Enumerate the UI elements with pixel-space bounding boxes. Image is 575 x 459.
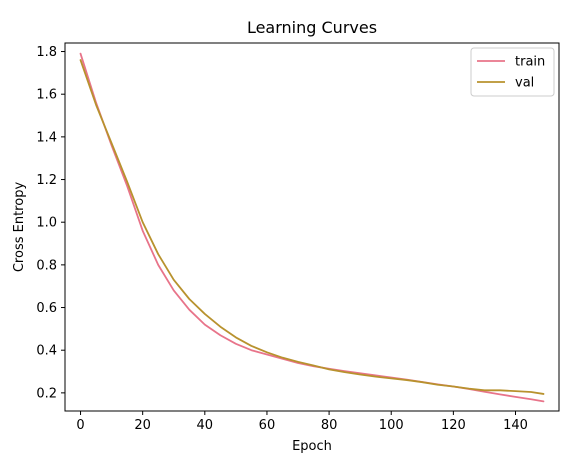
chart-title: Learning Curves [247,18,377,37]
x-axis: 0 20 40 60 80 100 120 140 [76,411,528,433]
plot-area [64,42,560,412]
y-tick-label: 0.4 [36,344,57,359]
y-tick-label: 0.2 [36,386,57,401]
series-lines [79,52,545,403]
x-tick-label: 0 [76,418,84,433]
y-tick-label: 1.2 [36,173,57,188]
series-line-val [79,59,545,395]
x-tick-label: 140 [503,418,528,433]
x-tick-label: 20 [134,418,151,433]
y-tick-label: 1.4 [36,130,57,145]
legend-frame [470,47,555,97]
x-tick-label: 120 [441,418,466,433]
y-tick-label: 1.6 [36,88,57,103]
x-tick-label: 40 [197,418,214,433]
y-axis-label: Cross Entropy [12,182,27,273]
legend-label-train: train [515,55,545,70]
x-tick-label: 60 [259,418,276,433]
x-tick-label: 100 [379,418,404,433]
y-tick-label: 1.8 [36,45,57,60]
y-tick-label: 0.6 [36,301,57,316]
y-axis: 0.2 0.4 0.6 0.8 1.0 1.2 1.4 1.6 1.8 [36,45,65,401]
y-tick-label: 1.0 [36,216,57,231]
x-axis-label: Epoch [292,439,332,454]
y-tick-label: 0.8 [36,258,57,273]
legend: train val [470,47,555,97]
x-tick-label: 80 [321,418,338,433]
legend-label-val: val [515,76,534,91]
